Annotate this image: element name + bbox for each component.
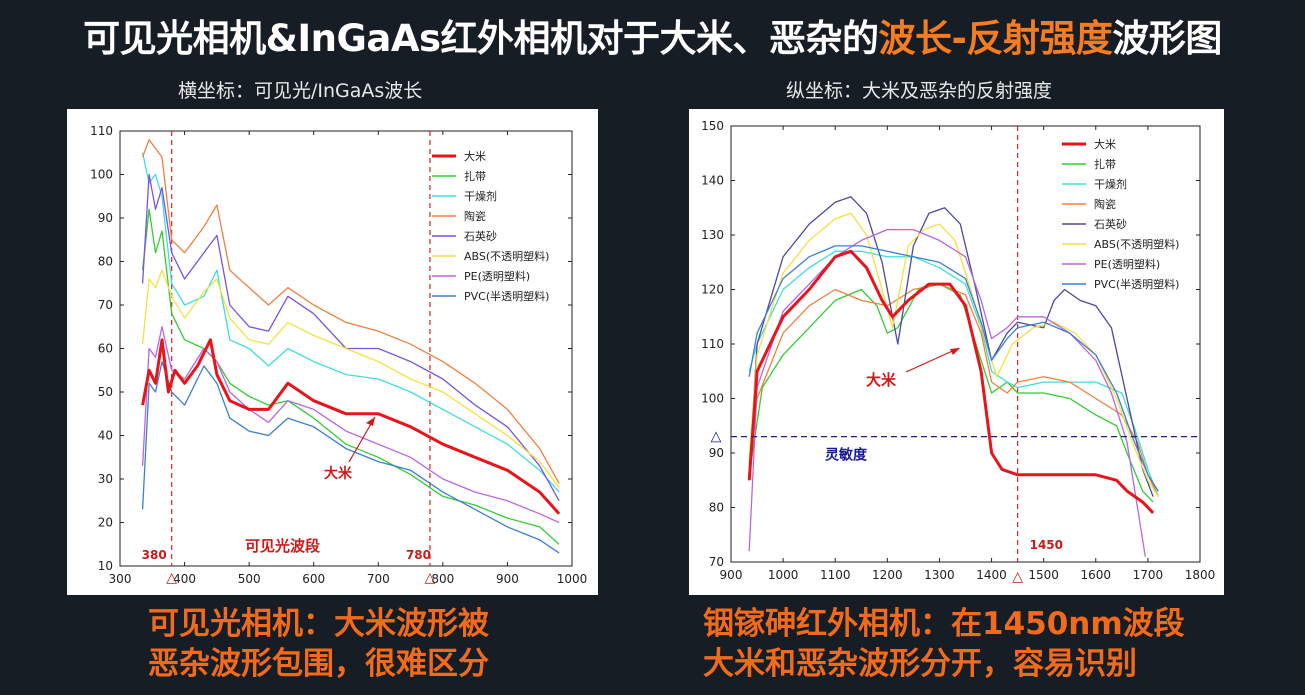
y-tick-label: 120 [701, 283, 724, 297]
x-tick-label: 1500 [1028, 568, 1059, 582]
series-line [141, 208, 560, 545]
legend-entry: 石英砂 [464, 229, 497, 243]
left-caption: 可见光相机：大米波形被 恶杂波形包围，很难区分 [148, 604, 489, 684]
x-tick-label: 600 [302, 572, 325, 586]
band-value-label: 1450 [1030, 538, 1063, 552]
band-start-label: 380 [142, 548, 167, 562]
y-tick-label: 90 [98, 211, 113, 225]
y-tick-label: 60 [98, 342, 113, 356]
rice-arrow [905, 347, 960, 373]
y-tick-label: 110 [90, 124, 113, 138]
y-tick-label: 140 [701, 174, 724, 188]
legend-entry: PE(透明塑料) [1094, 257, 1160, 271]
series-line [141, 173, 560, 502]
legend-entry: ABS(不透明塑料) [1094, 237, 1179, 251]
legend-entry: 干燥剂 [464, 189, 497, 203]
x-tick-label: 1200 [872, 568, 903, 582]
visible-light-chart-panel: 300 400 500 600 700 800 900 1000 10 20 30 40 50 60 70 8… [67, 109, 598, 595]
y-tick-label: 110 [701, 337, 724, 351]
plot-frame [730, 125, 1201, 563]
x-tick-label: 1000 [557, 572, 588, 586]
legend-entry: 陶瓷 [1094, 197, 1116, 211]
series-line [748, 228, 1146, 557]
y-tick-label: 100 [701, 392, 724, 406]
series-line [141, 326, 560, 524]
x-tick-label: 900 [496, 572, 519, 586]
band-marker: △ [1012, 569, 1023, 585]
x-tick-label: 800 [431, 572, 454, 586]
rice-arrow-head [366, 417, 375, 426]
series-line [748, 283, 1154, 503]
x-tick-label: 300 [109, 572, 132, 586]
x-tick-label: 1300 [924, 568, 955, 582]
band-start-marker: △ [166, 570, 177, 586]
sensitivity-label: 灵敏度 [825, 447, 868, 464]
band-end-marker: △ [425, 570, 436, 586]
legend-entry: 扎带 [464, 169, 486, 183]
legend-entry: ABS(不透明塑料) [464, 249, 549, 263]
x-tick-label: 1800 [1185, 568, 1216, 582]
y-tick-label: 10 [98, 559, 113, 573]
left-caption-line2: 恶杂波形包围，很难区分 [148, 646, 489, 682]
left-subtitle: 横坐标：可见光/InGaAs波长 [178, 80, 423, 102]
y-tick-label: 50 [98, 385, 113, 399]
legend-entry: 扎带 [1094, 157, 1116, 171]
page-title: 可见光相机&InGaAs红外相机对于大米、恶杂的波长-反射强度波形图 [83, 17, 1222, 60]
left-caption-line1: 可见光相机：大米波形被 [148, 606, 489, 642]
legend-entry: PE(透明塑料) [464, 269, 530, 283]
band-end-label: 780 [406, 548, 431, 562]
series-line [141, 338, 561, 515]
x-tick-label: 1700 [1133, 568, 1164, 582]
right-subtitle: 纵坐标：大米及恶杂的反射强度 [786, 80, 1053, 102]
y-tick-label: 20 [98, 516, 113, 530]
y-tick-label: 150 [701, 119, 724, 133]
legend-entry: 石英砂 [1094, 217, 1127, 231]
rice-label: 大米 [866, 371, 897, 389]
x-tick-label: 1100 [820, 568, 851, 582]
series-line [141, 269, 560, 489]
x-tick-label: 1600 [1081, 568, 1112, 582]
series-line [141, 360, 560, 554]
y-tick-label: 90 [709, 446, 724, 460]
y-tick-label: 130 [701, 228, 724, 242]
legend-entry: 大米 [1094, 137, 1116, 151]
series-line [748, 245, 1159, 492]
series-line [141, 152, 560, 493]
series-line [141, 139, 560, 484]
visible-band-label: 可见光波段 [245, 537, 320, 555]
ingaas-chart-panel: 900 1000 1100 1200 1300 1400 1500 1600 1700 1800 7… [689, 109, 1224, 595]
series-line [748, 196, 1154, 497]
x-tick-label: 1000 [768, 568, 799, 582]
legend-entry: PVC(半透明塑料) [1094, 277, 1179, 291]
x-tick-label: 900 [720, 568, 743, 582]
y-tick-label: 70 [98, 298, 113, 312]
x-tick-label: 1400 [976, 568, 1007, 582]
right-caption-line2: 大米和恶杂波形分开，容易识别 [703, 646, 1137, 682]
visible-light-chart: 300 400 500 600 700 800 900 1000 10 20 30 40 50 60 70 8… [90, 124, 588, 586]
ingaas-chart: 900 1000 1100 1200 1300 1400 1500 1600 1700 1800 7… [701, 119, 1216, 585]
y-tick-label: 40 [98, 429, 113, 443]
rice-arrow-head [950, 348, 960, 355]
right-caption: 铟镓砷红外相机：在1450nm波段 大米和恶杂波形分开，容易识别 [703, 604, 1185, 684]
legend-entry: 陶瓷 [464, 209, 486, 223]
y-tick-label: 100 [90, 168, 113, 182]
right-caption-line1: 铟镓砷红外相机：在1450nm波段 [703, 606, 1185, 642]
sensitivity-marker: △ [711, 429, 722, 445]
y-tick-label: 80 [98, 255, 113, 269]
x-tick-label: 700 [367, 572, 390, 586]
y-tick-label: 80 [709, 501, 724, 515]
y-tick-label: 70 [709, 555, 724, 569]
series-line [747, 249, 1155, 514]
legend-entry: PVC(半透明塑料) [464, 289, 549, 303]
rice-label: 大米 [324, 465, 353, 482]
x-tick-label: 500 [238, 572, 261, 586]
y-tick-label: 30 [98, 472, 113, 486]
legend-entry: 大米 [464, 149, 486, 163]
series-line [748, 283, 1159, 497]
title-highlight: 波长-反射强度 [878, 17, 1113, 60]
x-tick-label: 400 [173, 572, 196, 586]
legend-entry: 干燥剂 [1094, 177, 1127, 191]
